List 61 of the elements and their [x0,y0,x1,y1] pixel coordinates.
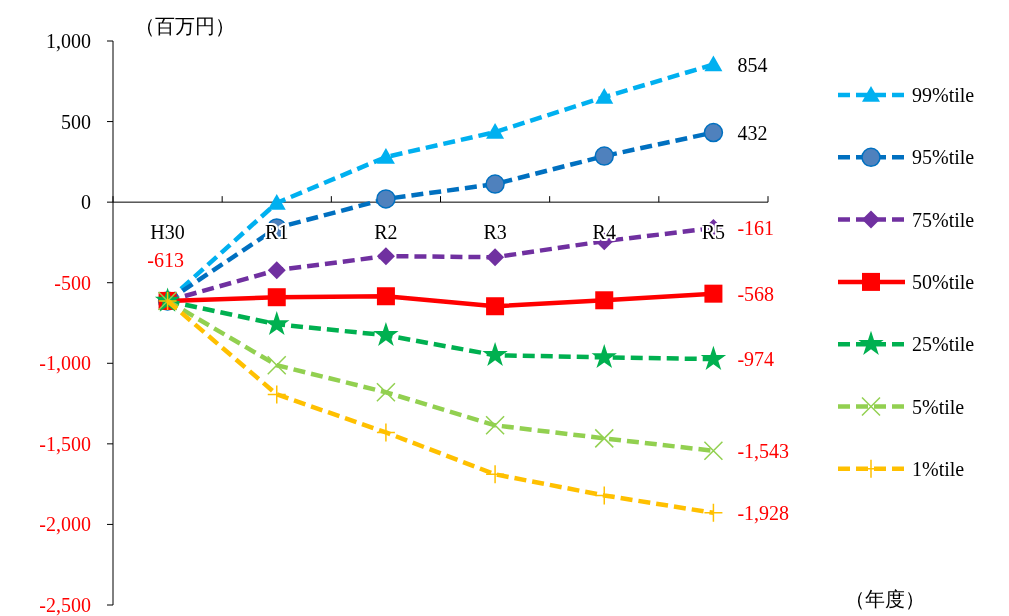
point [376,189,396,209]
point [485,174,505,194]
point [704,284,723,303]
legend-label: 25%tile [912,333,975,356]
data-label: 432 [737,121,768,144]
point [264,310,290,336]
point [700,345,727,370]
x-axis-title: （年度） [845,588,925,610]
point [376,287,395,306]
point [373,321,399,347]
x-tick-label: R4 [592,221,616,244]
point [267,193,286,210]
point [594,428,614,449]
data-label: -1,543 [737,439,790,462]
y-tick-label: -2,500 [39,594,91,616]
point [591,343,617,369]
x-tick-label: R3 [483,221,507,244]
legend-label: 99%tile [912,84,975,106]
x-tick-label: H30 [150,221,185,244]
point [485,415,505,436]
point [376,422,396,443]
point [267,288,286,307]
point [595,88,614,104]
point [267,384,287,405]
point [703,122,724,143]
y-tick-label: -500 [54,271,91,294]
point [267,355,287,375]
legend-label: 50%tile [912,270,975,293]
x-tick-label: R2 [374,221,398,244]
point [704,55,723,72]
legend-label: 5%tile [912,395,965,418]
y-tick-label: -2,000 [39,513,91,536]
point [703,503,724,523]
point [595,291,614,310]
point [486,123,505,139]
legend-label: 95%tile [912,146,975,169]
legend-label: 75%tile [912,208,975,231]
y-tick-label: 0 [81,191,91,214]
point [376,247,395,266]
point [703,441,724,461]
y-tick-label: -1,000 [39,352,91,375]
y-tick-label: -1,500 [39,432,91,455]
point [594,146,614,166]
point [486,248,505,267]
data-label: -974 [737,348,775,371]
y-tick-label: 500 [61,110,91,133]
point [482,341,508,367]
y-tick-label: 1,000 [46,30,91,52]
point [486,297,505,316]
data-label: -161 [737,217,775,240]
point [594,485,614,506]
point [267,261,286,280]
point [376,382,396,403]
data-label: -613 [147,248,184,271]
data-label: -1,928 [737,501,790,524]
point [485,464,505,485]
point [376,148,395,164]
data-label: 854 [737,53,768,76]
y-axis-title: （百万円） [135,15,235,37]
legend-label: 1%tile [912,457,965,480]
data-label: -568 [737,282,775,305]
